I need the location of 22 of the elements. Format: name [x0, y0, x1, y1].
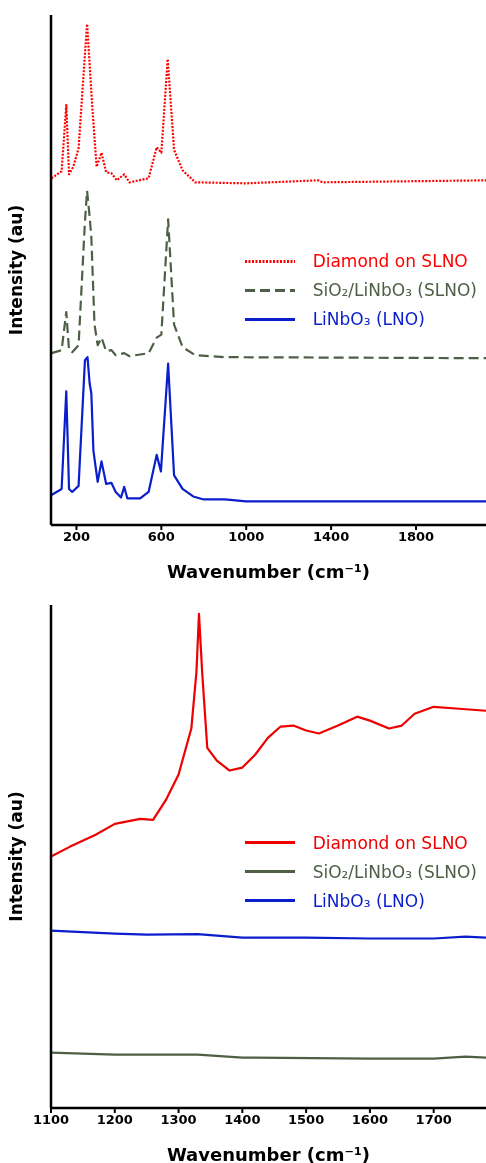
x-tick-label: 1800 — [397, 529, 435, 545]
legend-label: SiO₂/LiNbO₃ (SLNO) — [312, 278, 477, 302]
y-axis-title: Intensity (au) — [6, 791, 27, 922]
legend-label: Diamond on SLNO — [312, 249, 468, 273]
x-tick-label: 600 — [147, 529, 175, 545]
legend-label: Diamond on SLNO — [312, 831, 468, 854]
x-tick-label: 1300 — [160, 1112, 197, 1128]
legend-label: SiO₂/LiNbO₃ (SLNO) — [312, 860, 477, 883]
x-tick-label: 1000 — [228, 529, 265, 545]
x-axis-title: Wavenumber (cm⁻¹) — [166, 1144, 371, 1163]
x-tick-label: 1400 — [224, 1112, 261, 1128]
x-tick-label: 1200 — [96, 1112, 133, 1128]
legend-label: LiNbO₃ (LNO) — [312, 889, 425, 912]
x-tick-label: 1600 — [351, 1112, 389, 1128]
x-axis-title: Wavenumber (cm⁻¹) — [166, 561, 371, 582]
x-tick-label: 1400 — [313, 529, 350, 545]
x-tick-label: 200 — [62, 529, 91, 545]
x-tick-label: 1100 — [32, 1112, 70, 1128]
legend-label: LiNbO₃ (LNO) — [312, 307, 425, 331]
x-tick-label: 1500 — [288, 1112, 325, 1128]
y-axis-title: Intensity (au) — [6, 204, 27, 336]
x-tick-label: 1700 — [415, 1112, 452, 1128]
